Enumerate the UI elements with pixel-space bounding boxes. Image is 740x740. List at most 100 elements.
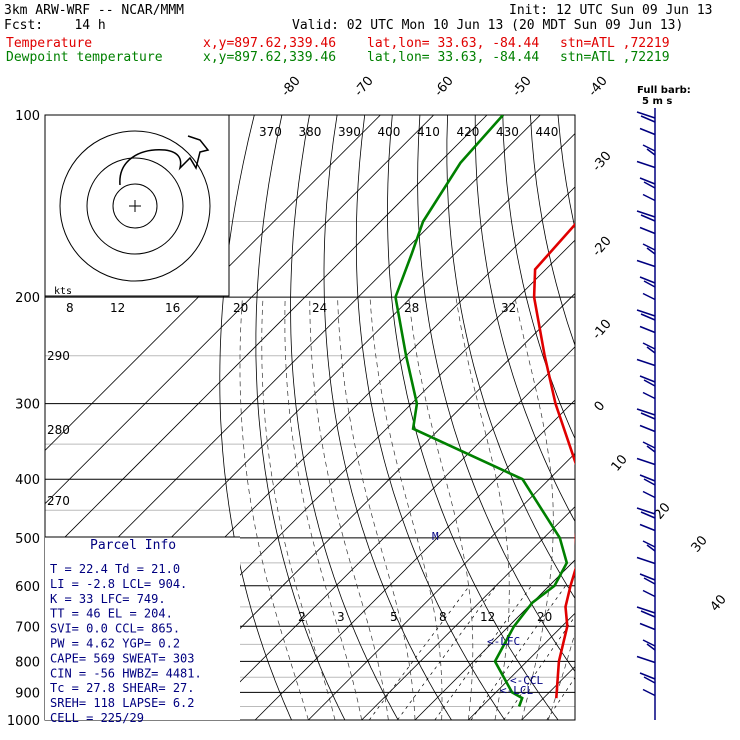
- mixing-ratio-label: 8: [439, 610, 447, 624]
- moist-adiabat-line: [628, 297, 740, 720]
- moist-adiabat-line: [284, 297, 363, 720]
- pressure-tick-label: 400: [15, 473, 40, 488]
- pressure-tick-label: 200: [15, 291, 40, 306]
- moist-adiabat-line: [261, 297, 336, 720]
- barb-legend-title: Full barb:: [637, 85, 691, 96]
- isotherm-line: [45, 115, 541, 611]
- wind-barb-tick: [640, 115, 656, 123]
- isotherm-label: -80: [279, 74, 304, 100]
- temperature-label: Temperature: [6, 36, 93, 51]
- plot-border: [44, 114, 576, 721]
- moist-adiabat-line: [408, 297, 474, 720]
- parcel-info-row: SVI= 0.0 CCL= 865.: [50, 622, 180, 636]
- theta-side-label: 290: [47, 349, 70, 363]
- wind-barb: [639, 424, 656, 433]
- dry-adiabat-line: [446, 115, 575, 600]
- mixing-ratio-line: [434, 585, 532, 720]
- wind-barb: [636, 606, 656, 614]
- wind-barb: [636, 408, 656, 416]
- wind-barb-tick: [643, 379, 656, 387]
- dry-adiabat-line: [696, 115, 740, 720]
- hodograph-ring-label: 8: [66, 301, 74, 315]
- dry-adiabat-line: [530, 115, 575, 347]
- isotherm-line: [574, 719, 575, 720]
- hodograph-ring: [86, 157, 184, 255]
- isotherm-line: [468, 612, 575, 720]
- isotherm-label: 40: [708, 592, 730, 614]
- wind-barb: [642, 540, 656, 548]
- wind-barb-tick: [640, 313, 656, 321]
- isotherm-line: [254, 399, 575, 720]
- dry-adiabat-line: [557, 115, 575, 231]
- dry-adiabat-line: [613, 115, 740, 720]
- theta-label: 430: [496, 125, 519, 139]
- wind-barb: [636, 210, 656, 218]
- isotherm-label: -20: [590, 234, 615, 260]
- isotherm-label: -40: [586, 74, 611, 100]
- isotherm-label: -30: [590, 149, 615, 175]
- dewpoint-label: Dewpoint temperature: [6, 50, 163, 65]
- wind-barb-tick: [643, 478, 656, 486]
- mixing-ratio-line: [503, 615, 575, 720]
- dry-adiabat-line: [586, 115, 740, 720]
- wind-barb-tick: [643, 280, 656, 288]
- wind-barb: [642, 342, 656, 350]
- isotherm-line: [45, 115, 488, 558]
- wind-barb: [639, 375, 656, 383]
- hodograph-ring-label: 12: [110, 301, 125, 315]
- dry-adiabat-line: [255, 115, 346, 720]
- hodograph-trace: [119, 135, 210, 186]
- parcel-info-row: PW = 4.62 YGP= 0.2: [50, 637, 180, 651]
- isotherm-line: [361, 506, 575, 720]
- isotherm-line: [45, 115, 381, 451]
- init-time: Init: 12 UTC Sun 09 Jun 13: [509, 3, 713, 18]
- forecast-hour: Fcst: 14 h: [4, 18, 106, 33]
- theta-label: 400: [378, 125, 401, 139]
- hodograph-ring-label: 20: [233, 301, 248, 315]
- dry-adiabat-line: [323, 115, 452, 720]
- pressure-tick-label: 1000: [7, 714, 40, 729]
- isotherm-label: 30: [689, 533, 711, 555]
- wind-barb: [642, 688, 656, 697]
- dry-adiabat-line: [668, 115, 740, 720]
- theta-label: 440: [536, 125, 559, 139]
- theta-label: 420: [457, 125, 480, 139]
- moist-adiabat-line: [239, 297, 309, 720]
- isotherm-line: [628, 115, 740, 720]
- wind-barb: [636, 556, 656, 565]
- pressure-tick-label: 300: [15, 398, 40, 413]
- pressure-tick-label: 900: [15, 686, 40, 701]
- model-title: 3km ARW-WRF -- NCAR/MMM: [4, 3, 185, 18]
- wind-barb: [642, 589, 656, 598]
- moist-adiabat-line: [369, 297, 443, 720]
- moist-adiabat-line: [455, 297, 510, 720]
- wind-barb-tick: [646, 346, 656, 354]
- hodograph-ring-label: 28: [404, 301, 419, 315]
- wind-barb: [639, 276, 656, 284]
- parcel-info-panel: T = 22.4 Td = 21.0LI = -2.8 LCL= 904.K =…: [45, 536, 240, 725]
- isotherm-label: -50: [510, 74, 535, 100]
- m-marker: M: [432, 530, 439, 543]
- parcel-info-title: Parcel Info: [90, 538, 176, 553]
- temperature-profile: [532, 222, 575, 699]
- wind-barb: [642, 193, 656, 202]
- theta-side-label: 270: [47, 494, 70, 508]
- wind-barb: [642, 490, 656, 499]
- isotherm-label: -60: [432, 74, 457, 100]
- hodograph-ring: [59, 130, 211, 282]
- hodograph-ring-label: 32: [501, 301, 516, 315]
- wind-barb-tick: [646, 148, 656, 156]
- dewpoint-xy: x,y=897.62,339.46: [203, 50, 337, 65]
- parcel-info-row: T = 22.4 Td = 21.0: [50, 562, 180, 576]
- pressure-tick-label: 100: [15, 109, 40, 124]
- pressure-tick-label: 800: [15, 655, 40, 670]
- wind-barb-tick: [646, 445, 656, 453]
- hodograph-ring-label: 24: [312, 301, 327, 315]
- theta-label: 390: [338, 125, 361, 139]
- isotherm-label: -70: [352, 74, 377, 100]
- wind-barb: [639, 127, 656, 136]
- wind-barb: [642, 639, 656, 647]
- ccl-marker: <-CCL: [510, 674, 543, 687]
- wind-barb-tick: [640, 610, 656, 618]
- mixing-ratio-label: 3: [337, 610, 345, 624]
